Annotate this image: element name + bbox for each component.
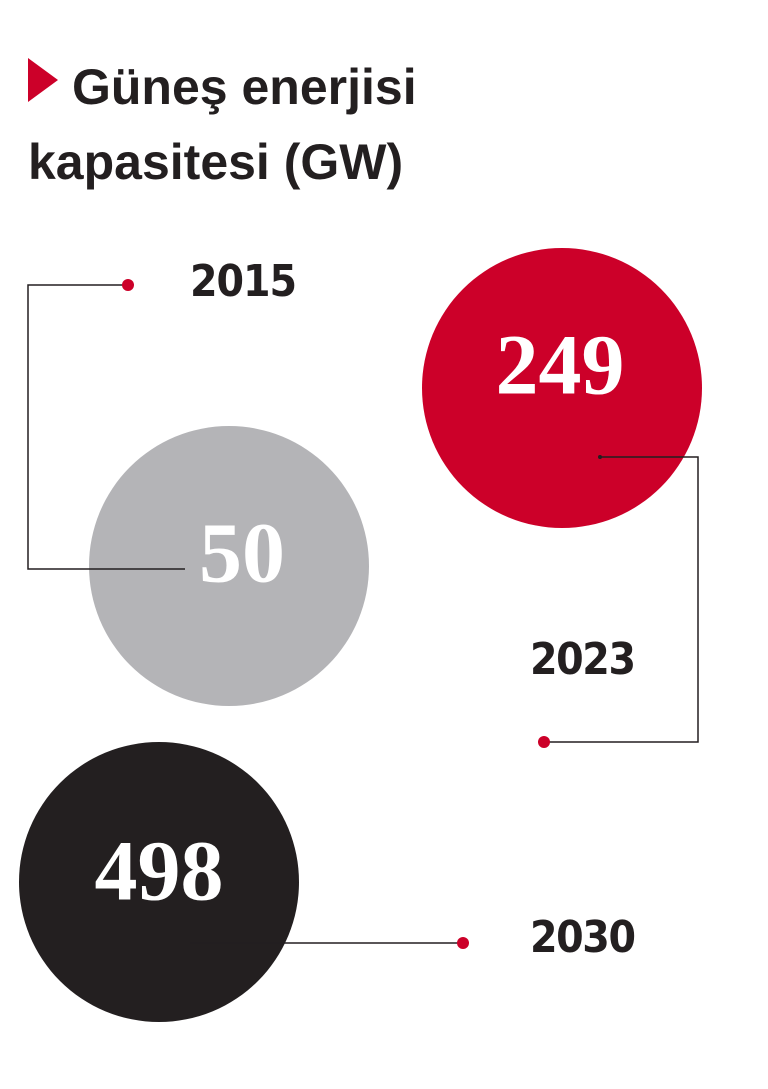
value-label: 498 (95, 823, 224, 919)
title: Güneş enerjisi kapasitesi (GW) (28, 59, 417, 190)
connector (27, 284, 185, 570)
title-marker (28, 58, 58, 102)
year-label: 2030 (530, 912, 636, 963)
connector (544, 456, 699, 743)
value-label: 249 (496, 317, 625, 413)
value-label: 50 (199, 505, 285, 601)
circle-2023 (422, 248, 702, 528)
dot (598, 455, 602, 459)
dot (538, 736, 550, 748)
dot (457, 937, 469, 949)
dot (122, 279, 134, 291)
year-label: 2015 (190, 256, 297, 307)
year-label: 2023 (530, 634, 636, 685)
circle-2030 (19, 742, 299, 1022)
circle-2015 (89, 426, 369, 706)
